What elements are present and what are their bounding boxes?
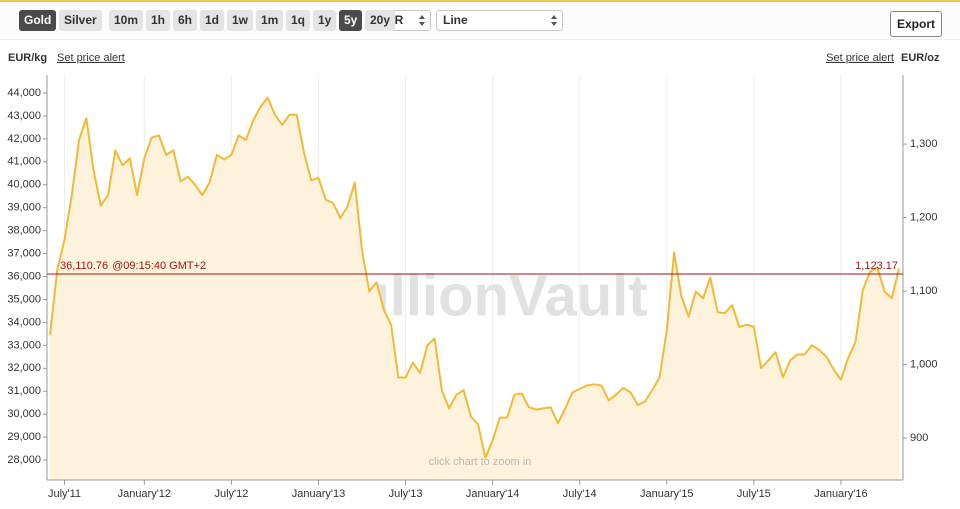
price-line	[49, 96, 900, 459]
y-tick-label: 30,000	[7, 408, 41, 420]
x-tick-label: July'14	[563, 488, 597, 500]
y-tick-label: 32,000	[7, 362, 41, 374]
y-tick-label: 39,000	[7, 202, 41, 214]
y2-tick-label: 1,300	[910, 138, 938, 150]
y-tick-label: 37,000	[7, 247, 41, 259]
y2-tick-label: 900	[910, 432, 928, 444]
y-tick-label: 34,000	[7, 316, 41, 328]
toolbar-button[interactable]: 1w	[227, 10, 254, 31]
y2-tick-label: 1,100	[910, 285, 938, 297]
y-tick-label: 40,000	[7, 179, 41, 191]
style-select[interactable]: Line	[436, 10, 563, 31]
y-tick-label: 42,000	[7, 133, 41, 145]
y-tick-label: 41,000	[7, 156, 41, 168]
y-tick-label: 38,000	[7, 225, 41, 237]
zoom-hint: click chart to zoom in	[429, 456, 532, 468]
y2-tick-label: 1,200	[910, 212, 938, 224]
y-tick-label: 35,000	[7, 293, 41, 305]
toolbar-button[interactable]: 1m	[256, 10, 284, 31]
area	[50, 97, 899, 480]
alert-link[interactable]: Set price alert	[826, 52, 894, 64]
toolbar-button[interactable]: 1q	[286, 10, 311, 31]
y-axis-unit: EUR/kg	[8, 52, 47, 64]
x-tick-label: January'12	[118, 488, 171, 500]
toolbar-button[interactable]: 1h	[146, 10, 171, 31]
y2-axis-unit: EUR/oz	[901, 52, 940, 64]
toolbar-button[interactable]: 5y	[339, 10, 363, 31]
x-tick-label: July'15	[737, 488, 771, 500]
alert-link[interactable]: Set price alert	[57, 52, 125, 64]
x-tick-label: July'11	[48, 488, 81, 500]
y-tick-label: 43,000	[7, 110, 41, 122]
current-price-oz: 1,123.17	[855, 260, 898, 272]
x-tick-label: January'15	[640, 488, 693, 500]
y-tick-label: 36,000	[7, 270, 41, 282]
toolbar-button[interactable]: 1d	[200, 10, 225, 31]
y-tick-label: 33,000	[7, 339, 41, 351]
toolbar-button[interactable]: Silver	[59, 10, 102, 31]
current-price-label: 36,110.76 @09:15:40 GMT+2	[60, 260, 206, 272]
x-tick-label: July'12	[214, 488, 248, 500]
x-tick-label: January'14	[466, 488, 519, 500]
chart-style: Line	[443, 13, 468, 27]
toolbar-button[interactable]: 1y	[313, 10, 337, 31]
y-tick-label: 29,000	[7, 431, 41, 443]
y-tick-label: 28,000	[7, 454, 41, 466]
x-tick-label: January'13	[292, 488, 345, 500]
current-price-time: @09:15:40 GMT+2	[112, 260, 206, 272]
toolbar: EUR Line Export GoldSilver10m1h6h1d1w1m1…	[0, 0, 960, 40]
toolbar-button[interactable]: 10m	[109, 10, 144, 31]
x-tick-label: July'13	[389, 488, 423, 500]
y2-tick-label: 1,000	[910, 359, 938, 371]
y-tick-label: 31,000	[7, 385, 41, 397]
y-tick-label: 44,000	[7, 87, 41, 99]
current-price: 36,110.76	[60, 260, 108, 272]
toolbar-button[interactable]: 6h	[173, 10, 198, 31]
export-button[interactable]: Export	[889, 11, 942, 37]
toolbar-button[interactable]: Gold	[19, 10, 57, 31]
x-tick-label: January'16	[814, 488, 867, 500]
toolbar-button[interactable]: 20y	[365, 10, 396, 31]
